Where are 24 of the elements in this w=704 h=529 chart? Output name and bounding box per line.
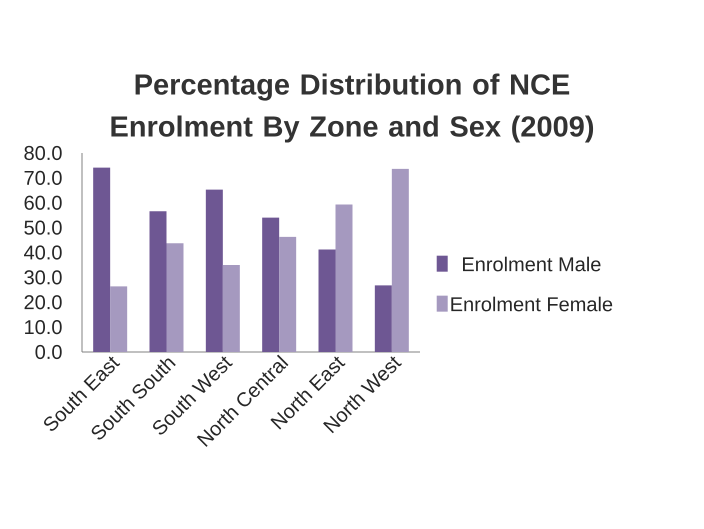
bar (262, 218, 280, 352)
bar (206, 190, 223, 352)
bar (279, 236, 296, 352)
bar (374, 285, 392, 352)
bar (318, 250, 336, 352)
y-tick-label: 80.0 (24, 146, 62, 160)
legend-label: Enrolment Male (463, 256, 601, 272)
y-tick-label: 0.0 (35, 344, 62, 360)
bar (336, 204, 353, 352)
y-tick-label: 20.0 (24, 295, 62, 310)
bar (222, 264, 240, 352)
y-tick-label: 60.0 (24, 196, 62, 210)
y-tick-label: 50.0 (24, 220, 62, 235)
bar (166, 243, 184, 352)
y-tick-label: 30.0 (24, 270, 62, 284)
chart-title: Percentage Distribution of NCE Enrolment By Zone and Sex (2009) (111, 73, 594, 143)
legend-label: Enrolment Female (451, 296, 612, 312)
y-tick-label: 40.0 (24, 245, 62, 260)
bar (93, 168, 110, 352)
y-tick-label: 70.0 (24, 170, 62, 185)
bar (110, 286, 128, 352)
bar (150, 211, 166, 352)
y-tick-label: 10.0 (25, 320, 62, 334)
bar (392, 168, 409, 352)
